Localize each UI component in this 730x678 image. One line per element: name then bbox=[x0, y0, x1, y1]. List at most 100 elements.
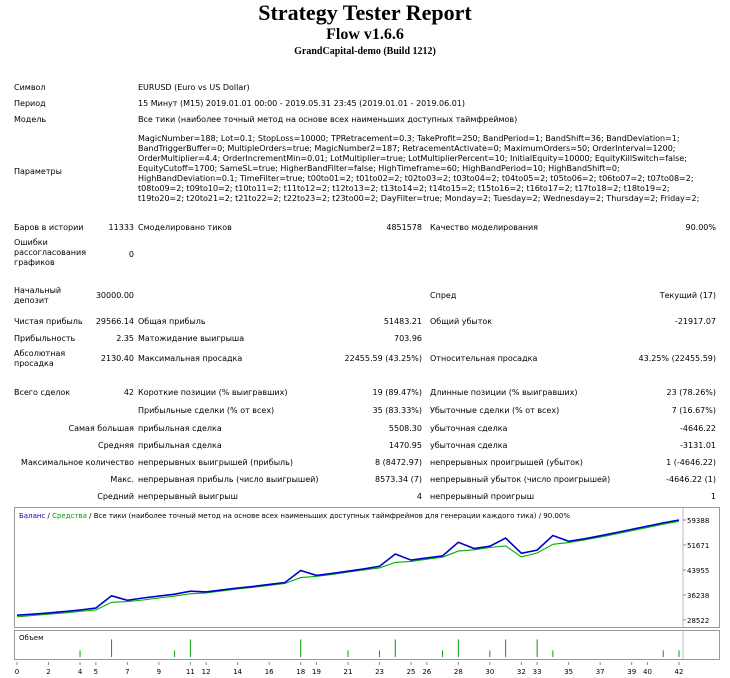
average-loss-label: убыточная сделка bbox=[430, 441, 508, 450]
y-tick-label: 43955 bbox=[687, 567, 709, 575]
x-tick-label: 0 bbox=[15, 668, 19, 676]
avg-consecutive-wins-value: 4 bbox=[416, 492, 422, 501]
x-tick-label: 32 bbox=[517, 668, 526, 676]
svg-text:Баланс / Средства / Все тики (: Баланс / Средства / Все тики (наиболее т… bbox=[19, 512, 570, 520]
balance-chart: Баланс / Средства / Все тики (наиболее т… bbox=[14, 507, 720, 628]
max-profit-label: непрерывная прибыль (число выигрышей) bbox=[138, 475, 319, 484]
loss-trades-value: 7 (16.67%) bbox=[671, 406, 716, 415]
average-label: Средняя bbox=[98, 441, 134, 450]
largest-loss-label: убыточная сделка bbox=[430, 424, 508, 433]
abs-drawdown-value: 2130.40 bbox=[100, 354, 134, 363]
largest-loss-value: -4646.22 bbox=[680, 424, 716, 433]
gross-loss-label: Общий убыток bbox=[430, 317, 493, 326]
x-tick-label: 12 bbox=[202, 668, 211, 676]
volume-chart-svg: Объем bbox=[19, 631, 684, 659]
abs-drawdown-label: Абсолютная просадка bbox=[14, 349, 66, 368]
avg-consecutive-losses-value: 1 bbox=[710, 492, 716, 501]
x-tick-label: 9 bbox=[157, 668, 161, 676]
gross-loss-value: -21917.07 bbox=[674, 317, 716, 326]
net-profit-label: Чистая прибыль bbox=[14, 317, 83, 326]
legend-description: Все тики (наиболее точный метод на основ… bbox=[94, 512, 571, 520]
expected-payoff-label: Матожидание выигрыша bbox=[138, 334, 245, 343]
errors-label: Ошибки рассогласования графиков bbox=[14, 238, 87, 267]
gross-profit-value: 51483.21 bbox=[383, 317, 422, 326]
x-tick-label: 4 bbox=[78, 668, 83, 676]
deposit-value: 30000.00 bbox=[95, 291, 134, 300]
server-name: GrandCapital-demo (Build 1212) bbox=[294, 46, 436, 57]
largest-profit-value: 5508.30 bbox=[388, 424, 422, 433]
x-tick-label: 40 bbox=[643, 668, 652, 676]
quality-label: Качество моделирования bbox=[430, 223, 538, 232]
profit-trades-label: Прибыльные сделки (% от всех) bbox=[138, 406, 275, 415]
spread-value: Текущий (17) bbox=[659, 291, 716, 300]
max-label: Макс. bbox=[110, 475, 134, 484]
max-profit-value: 8573.34 (7) bbox=[375, 475, 422, 484]
legend-separator: / bbox=[45, 512, 52, 520]
profit-trades-value: 35 (83.33%) bbox=[372, 406, 422, 415]
volume-label: Объем bbox=[19, 634, 43, 642]
x-axis: 0 2 4 5 7 9 11 12 14 16 18 19 21 23 25 26 28 30 32 33 35 37 39… bbox=[15, 662, 684, 676]
short-positions-label: Короткие позиции (% выигравших) bbox=[138, 388, 288, 397]
legend-equity: Средства bbox=[52, 512, 87, 520]
ticks-label: Смоделировано тиков bbox=[138, 223, 232, 232]
volume-chart: Объем bbox=[14, 630, 720, 660]
x-tick-label: 21 bbox=[344, 668, 353, 676]
x-tick-label: 35 bbox=[564, 668, 573, 676]
symbol-label: Символ bbox=[14, 83, 46, 92]
avg-consecutive-label: Средний bbox=[97, 492, 134, 501]
gross-profit-label: Общая прибыль bbox=[138, 317, 206, 326]
long-positions-value: 23 (78.26%) bbox=[666, 388, 716, 397]
params-label: Параметры bbox=[14, 167, 62, 176]
x-tick-label: 37 bbox=[596, 668, 605, 676]
x-tick-label: 39 bbox=[627, 668, 636, 676]
max-drawdown-value: 22455.59 (43.25%) bbox=[344, 354, 422, 363]
long-positions-label: Длинные позиции (% выигравших) bbox=[430, 388, 578, 397]
rel-drawdown-label: Относительная просадка bbox=[430, 354, 538, 363]
average-loss-value: -3131.01 bbox=[680, 441, 716, 450]
legend-balance: Баланс bbox=[19, 512, 45, 520]
x-tick-label: 25 bbox=[407, 668, 416, 676]
net-profit-value: 29566.14 bbox=[95, 317, 134, 326]
average-profit-label: прибыльная сделка bbox=[138, 441, 222, 450]
y-tick-label: 59388 bbox=[687, 517, 709, 525]
equity-line bbox=[16, 520, 680, 618]
x-tick-label: 30 bbox=[485, 668, 494, 676]
max-count-wins-value: 8 (8472.97) bbox=[375, 458, 422, 467]
ticks-value: 4851578 bbox=[386, 223, 422, 232]
max-count-losses-label: непрерывных проигрышей (убыток) bbox=[430, 458, 583, 467]
max-drawdown-label: Максимальная просадка bbox=[138, 354, 243, 363]
max-count-wins-label: непрерывных выигрышей (прибыль) bbox=[138, 458, 293, 467]
x-tick-label: 2 bbox=[46, 668, 50, 676]
bars-label: Баров в истории bbox=[14, 223, 84, 232]
x-tick-label: 33 bbox=[533, 668, 542, 676]
deposit-label: Начальный депозит bbox=[14, 286, 62, 305]
period-value: 15 Минут (M15) 2019.01.01 00:00 - 2019.0… bbox=[138, 99, 466, 108]
period-label: Период bbox=[14, 99, 46, 108]
avg-consecutive-wins-label: непрерывный выигрыш bbox=[138, 492, 238, 501]
bars-value: 11333 bbox=[108, 223, 134, 232]
x-tick-label: 19 bbox=[312, 668, 321, 676]
x-tick-label: 26 bbox=[422, 668, 431, 676]
avg-consecutive-losses-label: непрерывный проигрыш bbox=[430, 492, 535, 501]
profit-factor-value: 2.35 bbox=[116, 334, 134, 343]
profit-factor-label: Прибыльность bbox=[14, 334, 76, 343]
x-tick-label: 23 bbox=[375, 668, 384, 676]
errors-value: 0 bbox=[128, 250, 134, 259]
x-tick-label: 5 bbox=[94, 668, 98, 676]
average-profit-value: 1470.95 bbox=[388, 441, 422, 450]
max-count-losses-value: 1 (-4646.22) bbox=[666, 458, 716, 467]
legend-separator: / bbox=[87, 512, 94, 520]
spread-label: Спред bbox=[430, 291, 457, 300]
x-tick-label: 14 bbox=[233, 668, 242, 676]
params-value: MagicNumber=188; Lot=0.1; StopLoss=10000… bbox=[138, 134, 700, 203]
total-trades-value: 42 bbox=[123, 388, 134, 397]
report-title: Strategy Tester Report bbox=[258, 0, 472, 25]
x-tick-label: 42 bbox=[675, 668, 684, 676]
y-tick-label: 28522 bbox=[687, 617, 709, 625]
largest-label: Самая большая bbox=[68, 424, 134, 433]
expert-name: Flow v1.6.6 bbox=[326, 26, 404, 43]
short-positions-value: 19 (89.47%) bbox=[372, 388, 422, 397]
max-loss-label: непрерывный убыток (число проигрышей) bbox=[430, 475, 611, 484]
model-label: Модель bbox=[14, 115, 47, 124]
rel-drawdown-value: 43.25% (22455.59) bbox=[638, 354, 716, 363]
